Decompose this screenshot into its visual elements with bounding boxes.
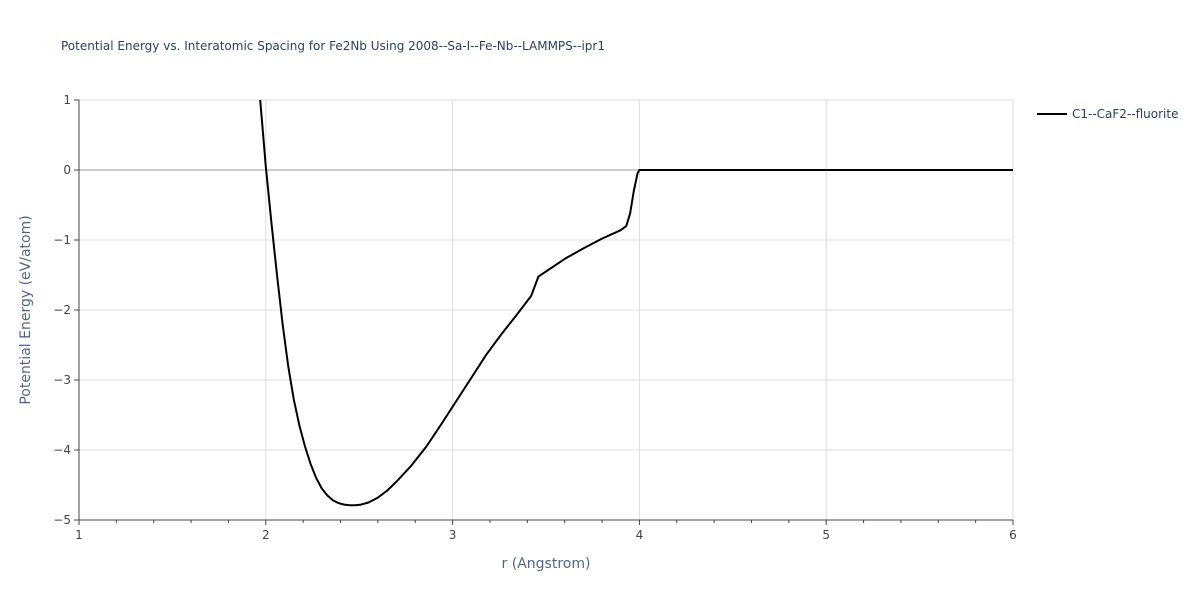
y-tick-label: −2: [53, 303, 71, 317]
x-ticks: 1 2 3 4 5 6: [75, 520, 1017, 542]
legend-item-label: C1--CaF2--fluorite: [1072, 107, 1178, 121]
x-tick-label: 6: [1009, 528, 1017, 542]
y-tick-label: −4: [53, 443, 71, 457]
x-axis-title: r (Angstrom): [502, 556, 591, 572]
grid: [79, 99, 1014, 520]
x-tick-label: 2: [262, 528, 270, 542]
series-line[interactable]: [259, 99, 1013, 507]
series-lines: [259, 99, 1013, 507]
x-tick-label: 1: [75, 528, 83, 542]
y-ticks: 1 0 −1 −2 −3 −4 −5: [53, 93, 79, 527]
y-axis-title: Potential Energy (eV/atom): [18, 215, 34, 404]
y-tick-label: −1: [53, 233, 71, 247]
x-tick-label: 5: [822, 528, 830, 542]
legend[interactable]: C1--CaF2--fluorite: [1037, 107, 1178, 121]
chart-title: Potential Energy vs. Interatomic Spacing…: [61, 39, 605, 53]
y-tick-label: −3: [53, 373, 71, 387]
y-tick-label: 0: [63, 163, 71, 177]
y-tick-label: −5: [53, 513, 71, 527]
y-tick-label: 1: [63, 93, 71, 107]
x-tick-label: 3: [449, 528, 457, 542]
x-tick-label: 4: [636, 528, 644, 542]
